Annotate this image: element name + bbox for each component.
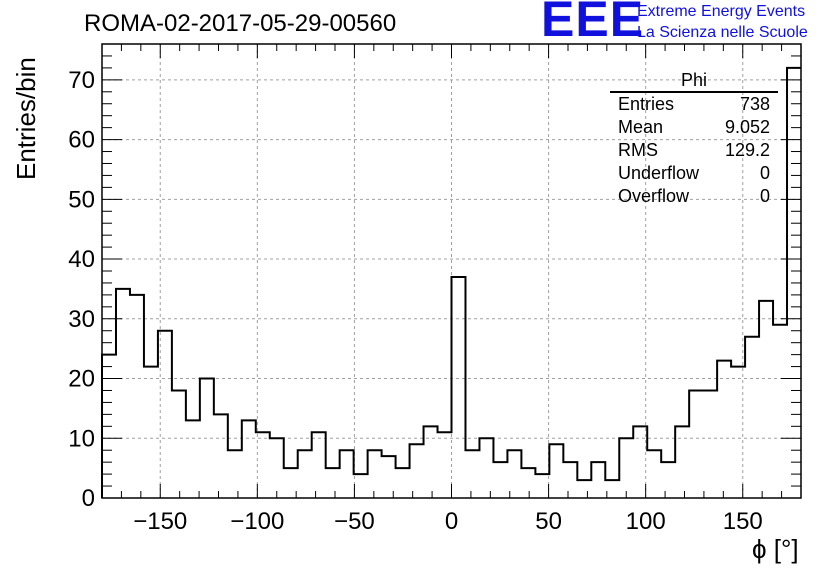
stats-label: Entries [618,94,675,114]
logo-caption-line2: La Scienza nelle Scuole [637,24,808,41]
stats-label: Underflow [618,163,700,183]
stats-value: 9.052 [724,117,770,137]
stats-value: 0 [759,163,770,183]
stats-label: RMS [618,140,658,160]
histogram-series [101,66,801,498]
x-tick-label: −50 [334,508,375,535]
x-tick-label: 0 [445,508,458,535]
stats-value: 129.2 [724,140,770,160]
stats-label: Overflow [618,186,690,206]
eee-logo: EEE [541,0,645,47]
y-tick-label: 0 [82,485,95,512]
x-tick-label: 150 [723,508,763,535]
x-tick-label: −100 [230,508,284,535]
y-tick-label: 70 [68,67,95,94]
y-tick-label: 50 [68,186,95,213]
stats-value: 738 [739,94,770,114]
y-tick-label: 10 [68,425,95,452]
tick-labels: −150 −100 −50 0 50 100 150 0 10 20 30 40 50 60 70 [68,67,762,535]
axis-ticks [101,43,802,499]
stats-value: 0 [759,186,770,206]
stats-title: Phi [610,70,778,93]
stats-row-mean: Mean 9.052 [610,116,778,139]
logo-caption-line1: Extreme Energy Events [637,3,806,20]
y-tick-label: 20 [68,366,95,393]
y-tick-label: 60 [68,127,95,154]
stats-row-entries: Entries 738 [610,93,778,116]
x-tick-label: 100 [626,508,666,535]
y-tick-label: 40 [68,246,95,273]
stats-label: Mean [618,117,664,137]
y-tick-label: 30 [68,306,95,333]
x-tick-label: 50 [535,508,562,535]
y-axis-label: Entries/bin [11,57,41,180]
x-axis-label: ϕ [°] [752,534,799,564]
stats-row-underflow: Underflow 0 [610,162,778,185]
stats-row-overflow: Overflow 0 [610,185,778,208]
x-tick-label: −150 [133,508,187,535]
chart-title: ROMA-02-2017-05-29-00560 [84,10,397,37]
stats-box: Phi Entries 738 Mean 9.052 RMS 129.2 Und… [610,70,778,208]
stats-row-rms: RMS 129.2 [610,139,778,162]
